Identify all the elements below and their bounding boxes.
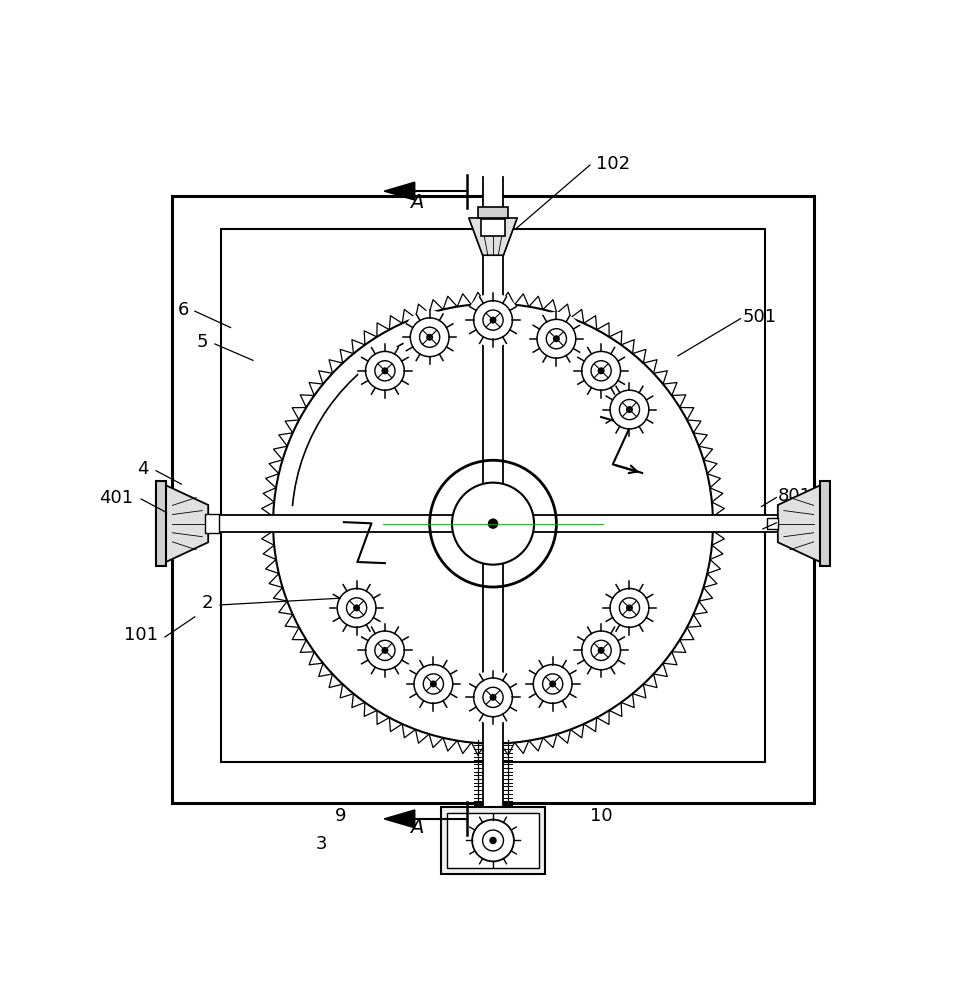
Text: 2: 2 — [202, 594, 213, 612]
Circle shape — [626, 604, 632, 611]
Circle shape — [489, 837, 496, 844]
Text: 3: 3 — [315, 835, 327, 853]
Circle shape — [542, 674, 562, 694]
Text: 102: 102 — [595, 155, 629, 173]
Circle shape — [536, 319, 576, 358]
Circle shape — [581, 351, 620, 390]
Circle shape — [526, 657, 579, 711]
Circle shape — [452, 483, 533, 565]
Circle shape — [381, 367, 388, 374]
Text: 802: 802 — [777, 512, 811, 530]
Text: A: A — [409, 193, 423, 212]
Circle shape — [403, 310, 456, 364]
Circle shape — [273, 304, 712, 744]
Text: 9: 9 — [334, 807, 346, 825]
Circle shape — [619, 598, 639, 618]
Circle shape — [466, 671, 519, 724]
Bar — [440, 807, 545, 874]
Text: 801: 801 — [777, 487, 811, 505]
Circle shape — [626, 406, 632, 413]
Circle shape — [482, 687, 503, 707]
Circle shape — [430, 680, 436, 687]
Circle shape — [423, 674, 443, 694]
Circle shape — [597, 367, 604, 374]
Bar — [446, 813, 539, 868]
Circle shape — [619, 399, 639, 420]
Bar — [767, 518, 777, 529]
Circle shape — [407, 657, 459, 711]
Circle shape — [482, 310, 503, 330]
Circle shape — [609, 589, 648, 627]
Circle shape — [375, 640, 395, 660]
Circle shape — [409, 318, 449, 357]
Circle shape — [413, 665, 453, 703]
Text: 4: 4 — [136, 460, 148, 478]
Circle shape — [419, 327, 439, 347]
Circle shape — [487, 518, 498, 529]
Circle shape — [532, 665, 572, 703]
Circle shape — [346, 598, 366, 618]
Circle shape — [602, 383, 655, 436]
Circle shape — [581, 631, 620, 670]
Circle shape — [365, 351, 404, 390]
Circle shape — [337, 589, 376, 627]
Polygon shape — [777, 485, 820, 562]
Circle shape — [553, 335, 559, 342]
Bar — [172, 196, 813, 803]
Text: 10: 10 — [589, 807, 612, 825]
Circle shape — [426, 334, 432, 341]
Text: A: A — [409, 818, 423, 837]
Bar — [166, 515, 819, 532]
Bar — [221, 229, 764, 762]
Bar — [205, 514, 218, 533]
Circle shape — [466, 293, 519, 347]
Circle shape — [375, 361, 395, 381]
Circle shape — [574, 624, 628, 677]
Circle shape — [472, 820, 513, 861]
Circle shape — [330, 581, 383, 635]
Text: 7: 7 — [494, 807, 505, 825]
Bar — [482, 177, 503, 807]
Bar — [480, 219, 505, 236]
Circle shape — [357, 344, 411, 398]
Text: 101: 101 — [123, 626, 158, 644]
Text: 401: 401 — [99, 489, 134, 507]
Circle shape — [529, 312, 582, 366]
Text: 501: 501 — [742, 308, 776, 326]
Text: 5: 5 — [196, 333, 208, 351]
Circle shape — [365, 631, 404, 670]
Circle shape — [482, 830, 503, 851]
Circle shape — [473, 678, 512, 717]
Polygon shape — [468, 218, 517, 255]
Polygon shape — [383, 810, 414, 828]
Polygon shape — [383, 182, 414, 200]
Circle shape — [574, 344, 628, 398]
Bar — [478, 207, 507, 218]
Bar — [156, 481, 165, 566]
Circle shape — [609, 390, 648, 429]
Polygon shape — [165, 485, 208, 562]
Circle shape — [590, 361, 610, 381]
Circle shape — [473, 301, 512, 339]
Circle shape — [489, 317, 496, 324]
Circle shape — [357, 624, 411, 677]
Circle shape — [597, 647, 604, 654]
Circle shape — [353, 604, 359, 611]
Circle shape — [602, 581, 655, 635]
Bar — [820, 481, 829, 566]
Circle shape — [489, 694, 496, 701]
Circle shape — [549, 680, 555, 687]
Circle shape — [546, 329, 566, 349]
Text: 6: 6 — [178, 301, 189, 319]
Circle shape — [590, 640, 610, 660]
Circle shape — [430, 460, 555, 587]
Circle shape — [381, 647, 388, 654]
